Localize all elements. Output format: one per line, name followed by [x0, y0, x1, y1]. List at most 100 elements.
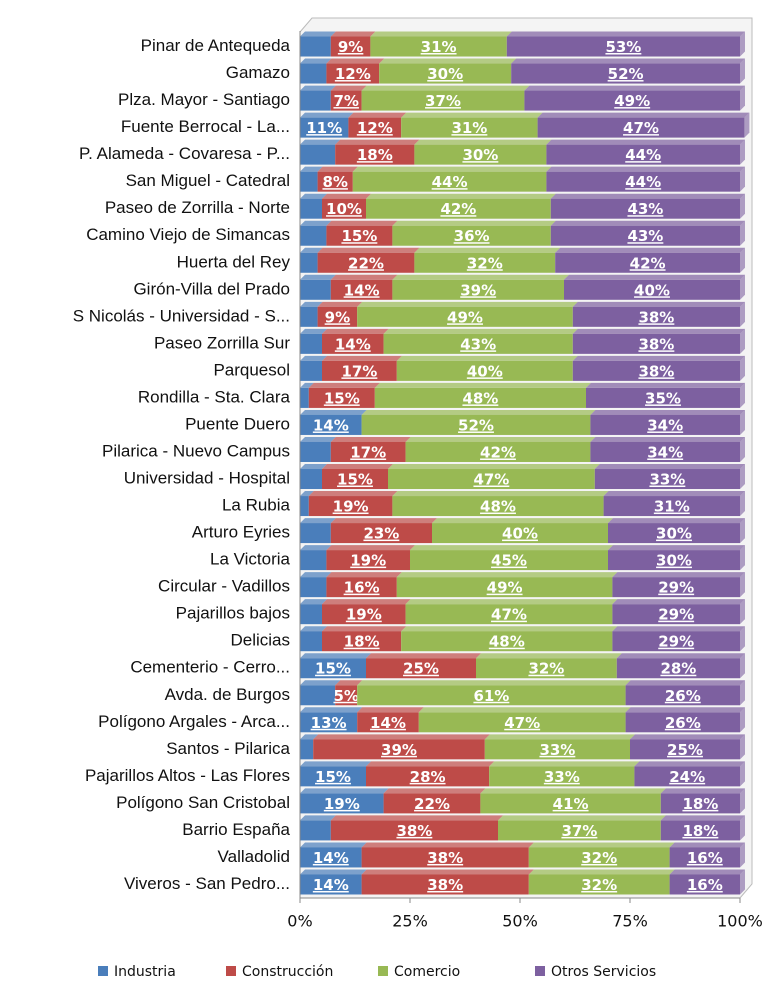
data-label: 31%: [654, 498, 690, 516]
bar-end: [740, 599, 745, 625]
bar-segment: [612, 604, 740, 625]
bar-segment: [405, 604, 613, 625]
y-tick-label: Paseo de Zorrilla - Norte: [105, 198, 290, 217]
bar-end: [740, 328, 745, 354]
y-tick-label: Polígono Argales - Arca...: [98, 712, 290, 731]
bar-segment-top: [572, 301, 745, 307]
bar-segment: [330, 279, 393, 300]
legend-label: Otros Servicios: [551, 964, 656, 980]
y-tick-label: Paseo Zorrilla Sur: [154, 333, 290, 352]
legend-swatch: [378, 966, 388, 976]
legend-swatch: [98, 966, 108, 976]
data-label: 30%: [427, 65, 463, 83]
data-label: 22%: [348, 254, 384, 272]
x-tick-label: 100%: [717, 912, 763, 931]
bar-segment: [546, 144, 740, 165]
bar-segment-top: [330, 31, 376, 37]
bar-segment: [308, 387, 375, 408]
data-label: 26%: [665, 687, 701, 705]
data-label: 42%: [480, 443, 516, 461]
bar-segment: [625, 712, 740, 733]
bar-segment-top: [322, 599, 411, 605]
bar-segment: [300, 550, 327, 571]
bar-segment-top: [300, 626, 327, 632]
data-label: 40%: [502, 525, 538, 543]
bar-segment-top: [392, 274, 569, 280]
data-label: 45%: [491, 552, 527, 570]
data-label: 37%: [561, 822, 597, 840]
data-label: 15%: [324, 389, 360, 407]
bar-segment-top: [405, 436, 596, 442]
bar-segment: [414, 252, 556, 273]
bar-segment-top: [300, 572, 332, 578]
bar-segment: [300, 198, 322, 219]
data-label: 43%: [627, 227, 663, 245]
bar-segment-top: [594, 464, 745, 470]
bar-segment-top: [669, 869, 745, 875]
bar-end: [740, 518, 745, 544]
bar-segment-top: [322, 193, 371, 199]
data-label: 16%: [344, 579, 380, 597]
bar-segment: [546, 171, 740, 192]
data-label: 32%: [581, 849, 617, 867]
data-label: 19%: [333, 498, 369, 516]
bar-segment-top: [374, 382, 591, 388]
bar-segment: [476, 658, 617, 679]
bar-segment: [326, 577, 397, 598]
bar-segment: [572, 333, 740, 354]
bar-end: [740, 761, 745, 787]
bar-end: [740, 409, 745, 435]
bar-segment: [366, 658, 476, 679]
bar-segment-top: [317, 247, 420, 253]
data-label: 48%: [462, 389, 498, 407]
bar-segment-top: [528, 869, 675, 875]
bar-segment-top: [322, 328, 389, 334]
bar-segment: [300, 874, 362, 895]
data-label: 33%: [649, 471, 685, 489]
y-tick-label: Santos - Pilarica: [166, 739, 290, 758]
bar-segment-top: [366, 761, 495, 767]
bar-segment: [572, 360, 740, 381]
bar-segment: [300, 279, 331, 300]
bar-end: [740, 572, 745, 598]
y-tick-label: Pajarillos bajos: [176, 604, 290, 623]
bar-segment-top: [608, 518, 745, 524]
y-tick-label: Cementerio - Cerro...: [130, 658, 290, 677]
legend-swatch: [226, 966, 236, 976]
bar-segment-top: [669, 842, 745, 848]
bar-segment: [348, 117, 402, 138]
y-tick-label: Huerta del Rey: [177, 252, 291, 271]
data-label: 24%: [669, 768, 705, 786]
bar-segment: [300, 685, 336, 706]
bar-segment-top: [300, 85, 336, 91]
bar-segment: [300, 36, 331, 57]
bar-segment: [357, 712, 419, 733]
bar-end: [740, 788, 745, 814]
bar-segment: [357, 685, 626, 706]
bar-segment-top: [308, 491, 398, 497]
bar-segment: [594, 469, 740, 490]
data-label: 30%: [656, 525, 692, 543]
bar-segment-top: [396, 355, 578, 361]
y-tick-label: La Victoria: [210, 550, 291, 569]
bar-segment: [317, 252, 415, 273]
bar-segment: [300, 225, 327, 246]
data-label: 38%: [396, 822, 432, 840]
bar-segment-top: [616, 653, 745, 659]
bar-segment-top: [366, 653, 481, 659]
y-tick-label: Avda. de Burgos: [165, 685, 290, 704]
data-label: 15%: [337, 471, 373, 489]
bar-segment: [300, 144, 336, 165]
y-tick-label: Polígono San Cristobal: [116, 793, 290, 812]
bar-end: [740, 842, 745, 868]
bar-segment: [317, 171, 353, 192]
bar-segment: [366, 766, 490, 787]
bar-segment-top: [396, 572, 618, 578]
data-label: 14%: [344, 281, 380, 299]
bar-segment: [313, 739, 485, 760]
data-label: 49%: [447, 308, 483, 326]
bar-segment: [300, 306, 318, 327]
bar-segment: [300, 658, 366, 679]
bar-segment-top: [546, 139, 745, 145]
bar-end: [740, 815, 745, 841]
